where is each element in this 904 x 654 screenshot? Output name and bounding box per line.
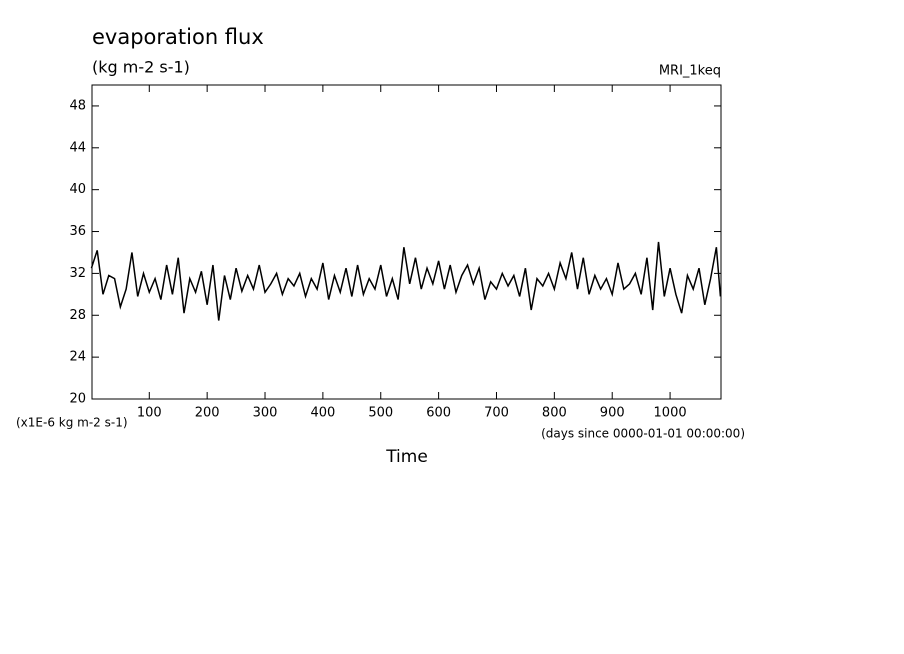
plot-frame [91,84,722,400]
y-tick-label: 28 [69,308,86,323]
chart-title: evaporation flux [92,25,264,49]
x-axis-label: Time [385,447,428,467]
x-tick-label: 1000 [654,406,687,421]
y-tick-label: 40 [69,182,86,197]
x-tick-label: 900 [600,406,625,421]
chart-subtitle: (kg m-2 s-1) [92,58,190,77]
x-tick-label: 200 [195,406,220,421]
x-tick-label: 600 [426,406,451,421]
x-tick-label: 800 [542,406,567,421]
x-tick-label: 300 [253,406,278,421]
x-tick-label: 100 [137,406,162,421]
data-line [90,241,722,321]
x-units-label: (days since 0000-01-01 00:00:00) [541,427,745,441]
x-tick-label: 500 [368,406,393,421]
y-tick-label: 48 [69,98,86,113]
y-tick-label: 24 [69,350,86,365]
y-tick-label: 36 [69,224,86,239]
y-axis-label: (x1E-6 kg m-2 s-1) [16,416,128,430]
x-tick-label: 700 [484,406,509,421]
y-tick-label: 20 [69,392,86,407]
y-tick-label: 32 [69,266,86,281]
annotation: MRI_1keq [659,64,721,79]
y-tick-label: 44 [69,140,86,155]
x-tick-label: 400 [310,406,335,421]
